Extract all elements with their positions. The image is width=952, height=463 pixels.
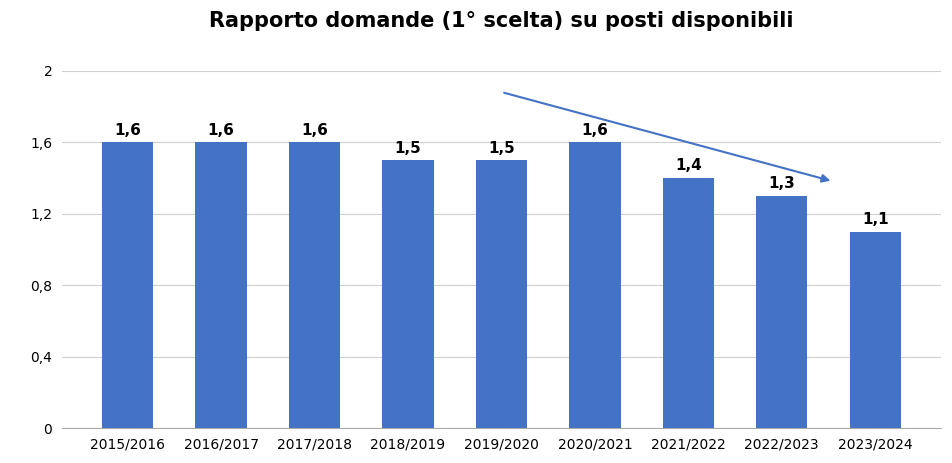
Title: Rapporto domande (1° scelta) su posti disponibili: Rapporto domande (1° scelta) su posti di… — [209, 11, 794, 31]
Bar — [476, 160, 527, 428]
Text: 1,6: 1,6 — [114, 123, 141, 138]
Text: 1,6: 1,6 — [208, 123, 234, 138]
Text: 1,4: 1,4 — [675, 158, 702, 174]
Bar — [195, 142, 247, 428]
Bar — [102, 142, 153, 428]
Text: 1,5: 1,5 — [488, 140, 515, 156]
Bar — [383, 160, 434, 428]
Text: 1,6: 1,6 — [582, 123, 608, 138]
Text: 1,1: 1,1 — [862, 212, 888, 227]
Bar — [288, 142, 340, 428]
Bar — [569, 142, 621, 428]
Bar — [756, 196, 807, 428]
Text: 1,3: 1,3 — [768, 176, 795, 191]
Text: 1,6: 1,6 — [301, 123, 328, 138]
Bar — [663, 178, 714, 428]
Bar — [849, 232, 901, 428]
Text: 1,5: 1,5 — [395, 140, 422, 156]
